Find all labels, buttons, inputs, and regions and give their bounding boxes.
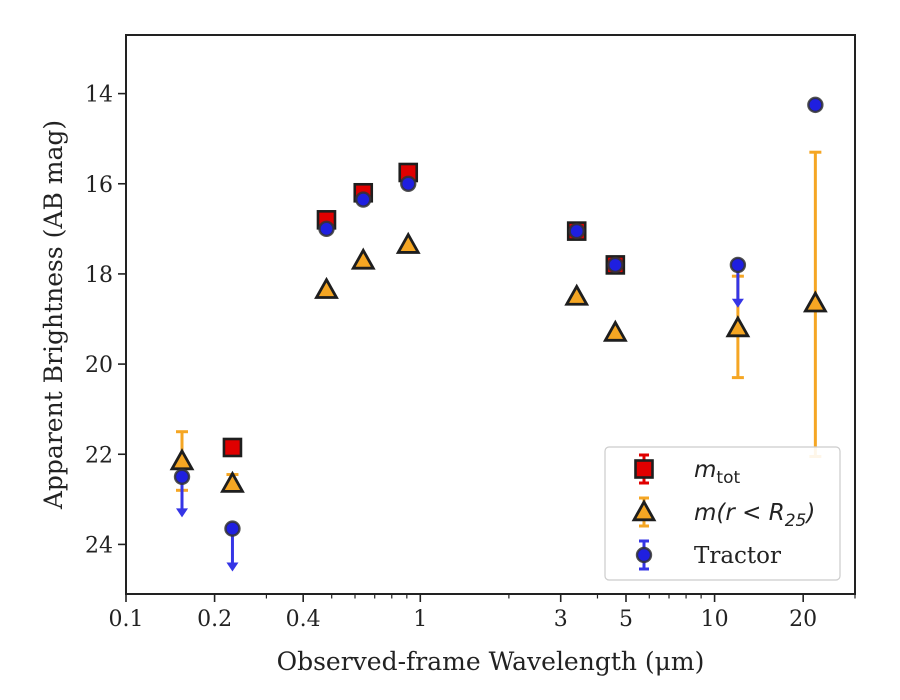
x-tick-label: 0.1 [109, 607, 144, 632]
tractor-point [224, 520, 241, 537]
legend-marker [631, 499, 657, 522]
mr25-point [220, 470, 245, 493]
mr25-point [602, 319, 628, 342]
upper-limit-arrowhead [176, 508, 189, 518]
tractor-point [729, 256, 747, 274]
tractor-point [355, 191, 372, 208]
upper-limit-arrowhead [731, 298, 744, 308]
legend-item-tractor: Tractor [635, 539, 781, 571]
y-tick-label: 20 [85, 353, 113, 378]
legend-box [604, 446, 841, 581]
tractor-point [318, 220, 335, 238]
mr25-point [395, 231, 421, 254]
series-tractor [173, 96, 824, 572]
legend-item-mtot: mtot [634, 453, 740, 488]
y-axis-title: Apparent Brightness (AB mag) [39, 120, 68, 510]
y-tick-label: 22 [85, 443, 113, 468]
x-axis-title: Observed-frame Wavelength (μm) [277, 647, 705, 676]
legend-label: Tractor [694, 543, 781, 569]
mr25-point [314, 276, 339, 299]
upper-limit-arrowhead [226, 562, 239, 572]
tractor-point [400, 175, 417, 192]
mr25-point [802, 290, 828, 313]
plot-frame [125, 34, 856, 595]
y-tick-label: 16 [85, 173, 113, 198]
legend-marker [635, 546, 653, 564]
x-tick-label: 5 [619, 607, 633, 632]
y-tick-label: 18 [85, 263, 113, 288]
y-axis: 14 16 18 20 22 24 [85, 83, 126, 558]
legend-marker [634, 459, 654, 479]
series-layer [169, 96, 828, 572]
x-axis: 0.1 0.2 0.4 1 3 5 10 20 [109, 594, 856, 632]
legend-label: mtot [694, 457, 740, 488]
x-tick-label: 10 [701, 607, 729, 632]
mr25-point [350, 247, 376, 270]
tractor-point [173, 468, 191, 485]
mr25-point [564, 283, 590, 306]
legend: mtot m(r < R25) Tractor [604, 446, 841, 581]
x-tick-label: 3 [554, 607, 568, 632]
tractor-point [607, 256, 624, 274]
x-tick-label: 0.4 [286, 607, 321, 632]
y-tick-label: 14 [85, 83, 113, 108]
tractor-point [807, 96, 824, 114]
legend-label: m(r < R25) [694, 500, 815, 531]
x-tick-label: 20 [789, 607, 817, 632]
x-tick-label: 0.2 [197, 607, 232, 632]
mtot-point [222, 437, 243, 458]
tractor-point [568, 222, 585, 240]
mr25-point [725, 315, 751, 338]
series-mr25 [169, 150, 828, 493]
x-tick-label: 1 [413, 607, 427, 632]
legend-item-mr25: m(r < R25) [631, 496, 815, 531]
y-tick-label: 24 [85, 533, 113, 558]
